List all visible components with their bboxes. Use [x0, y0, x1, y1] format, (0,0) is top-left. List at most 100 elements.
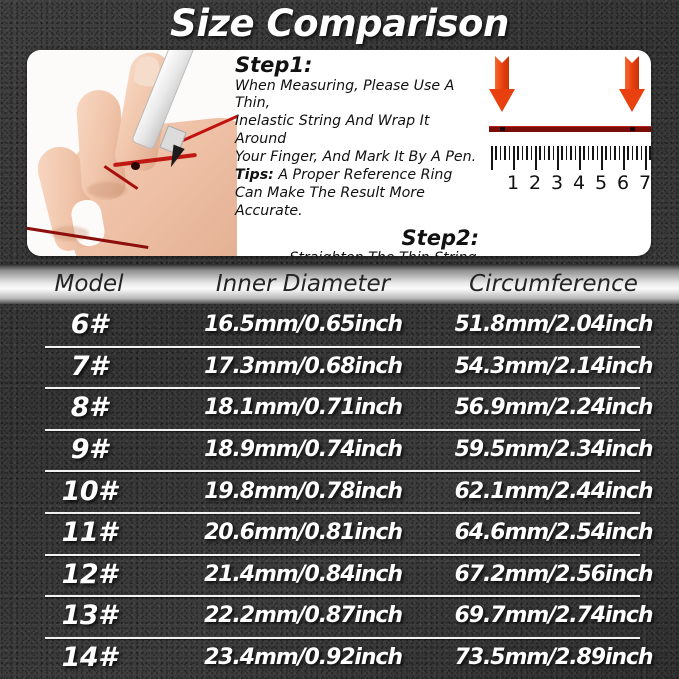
instruction-text-block: Step1: When Measuring, Please Use A Thin…: [235, 53, 481, 256]
cell-model: 7#: [70, 350, 108, 382]
tips-label: Tips:: [235, 166, 274, 183]
ruler-tick-minor: [609, 146, 612, 160]
ruler-tick-minor: [618, 146, 621, 160]
tips-text-1: A Proper Reference Ring: [273, 166, 453, 183]
cell-inner-diameter: 17.3mm/0.68inch: [204, 353, 403, 379]
table-row: 7# 17.3mm/0.68inch 54.3mm/2.14inch: [0, 345, 679, 388]
column-header-circumference: Circumference: [469, 271, 638, 297]
ruler-tick-minor: [631, 146, 634, 160]
cell-circumference: 64.6mm/2.54inch: [454, 520, 654, 546]
cell-inner-diameter: 19.8mm/0.78inch: [204, 478, 403, 504]
step1-line-1: When Measuring, Please Use A Thin,: [235, 77, 455, 112]
hand-measuring-illustration: [27, 50, 237, 256]
ruler-tick-major: [513, 146, 515, 170]
cell-circumference: 56.9mm/2.24inch: [454, 395, 654, 421]
ruler-tick-minor: [592, 146, 594, 160]
table-row: 12# 21.4mm/0.84inch 67.2mm/2.56inch: [0, 553, 679, 596]
ruler-tick-minor: [526, 146, 528, 160]
table-row: 10# 19.8mm/0.78inch 62.1mm/2.44inch: [0, 470, 679, 512]
down-arrow-icon-right: [619, 56, 645, 112]
measure-endpoint-right: [630, 127, 635, 131]
cell-inner-diameter: 20.6mm/0.81inch: [204, 520, 403, 546]
ruler-tick-minor: [570, 146, 572, 160]
table-row: 8# 18.1mm/0.71inch 56.9mm/2.24inch: [0, 387, 679, 429]
ruler-tick-minor: [636, 146, 638, 160]
ruler-tick-minor: [539, 146, 541, 160]
ruler-tick-minor: [649, 146, 651, 160]
ruler-tick-major: [557, 146, 559, 170]
table-row: 6# 16.5mm/0.65inch 51.8mm/2.04inch: [0, 304, 679, 346]
step1-line-2: Inelastic String And Wrap It Around: [235, 113, 430, 148]
ruler-tick-major: [645, 146, 647, 170]
ruler-tick-minor: [640, 146, 643, 160]
ruler-tick-minor: [565, 146, 568, 160]
size-table-body: 6# 16.5mm/0.65inch 51.8mm/2.04inch 7# 17.3mm…: [0, 304, 679, 678]
cell-circumference: 73.5mm/2.89inch: [454, 645, 654, 671]
ruler-number: 1: [506, 172, 520, 194]
down-arrow-icon-left: [489, 56, 515, 112]
table-row: 13# 22.2mm/0.87inch 69.7mm/2.74inch: [0, 595, 679, 637]
cell-model: 12#: [61, 558, 117, 590]
ruler-tick-minor: [605, 146, 607, 160]
ruler-tick-major: [491, 146, 493, 170]
column-header-inner-diameter: Inner Diameter: [215, 271, 391, 297]
cell-model: 14#: [61, 642, 117, 674]
instruction-panel: Step1: When Measuring, Please Use A Thin…: [27, 50, 651, 256]
ruler-tick-minor: [508, 146, 511, 160]
measured-string-line: [489, 126, 651, 132]
ruler-tick-minor: [543, 146, 546, 160]
cell-model: 6#: [70, 309, 108, 341]
ruler-tick-minor: [552, 146, 555, 160]
ruler-tick-minor: [517, 146, 519, 160]
cell-inner-diameter: 23.4mm/0.92inch: [204, 645, 403, 671]
cell-model: 10#: [61, 475, 117, 507]
ruler-tick-minor: [548, 146, 550, 160]
cell-inner-diameter: 16.5mm/0.65inch: [204, 312, 403, 338]
ruler-tick-minor: [504, 146, 506, 160]
ruler-number: 4: [572, 172, 586, 194]
ruler-tick-minor: [495, 146, 497, 160]
step1-tips-line-2: Can Make The Result More Accurate.: [235, 184, 425, 219]
cell-circumference: 69.7mm/2.74inch: [454, 603, 654, 629]
cell-circumference: 59.5mm/2.34inch: [454, 437, 654, 463]
cell-inner-diameter: 18.1mm/0.71inch: [204, 395, 403, 421]
cell-model: 8#: [70, 392, 108, 424]
step1-line-3: Your Finger, And Mark It By A Pen.: [235, 149, 477, 166]
step1-tips-line-1: Tips: A Proper Reference Ring: [235, 167, 481, 185]
ruler-tick-minor: [627, 146, 629, 160]
ruler-tick-minor: [561, 146, 563, 160]
cell-model: 13#: [61, 600, 117, 632]
ruler-number: 3: [550, 172, 564, 194]
cell-circumference: 54.3mm/2.14inch: [454, 353, 654, 379]
cell-circumference: 67.2mm/2.56inch: [454, 561, 654, 587]
measure-endpoint-left: [500, 127, 505, 131]
ruler-tick-minor: [587, 146, 590, 160]
ruler-tick-major: [579, 146, 581, 170]
pen-mark-dot: [131, 162, 140, 170]
cell-circumference: 51.8mm/2.04inch: [454, 312, 654, 338]
step1-heading: Step1:: [235, 53, 313, 77]
ruler-tick-minor: [521, 146, 524, 160]
column-header-model: Model: [54, 271, 124, 297]
ruler-tick-minor: [574, 146, 577, 160]
step2-line-1: Straighten The Thin String, Measure: [235, 250, 481, 256]
table-row: 9# 18.9mm/0.74inch 59.5mm/2.34inch: [0, 428, 679, 471]
table-header-bar: Model Inner Diameter Circumference: [0, 264, 679, 304]
cell-inner-diameter: 22.2mm/0.87inch: [204, 603, 403, 629]
ruler-tick-minor: [596, 146, 599, 160]
step2-heading: Step2:: [401, 225, 479, 250]
table-row: 14# 23.4mm/0.92inch 73.5mm/2.89inch: [0, 636, 679, 679]
ruler-number: 2: [528, 172, 542, 194]
ruler-tick-minor: [530, 146, 533, 160]
ruler-tick-major: [535, 146, 537, 170]
ruler-tick-minor: [499, 146, 502, 160]
ruler-number: 7: [638, 172, 651, 194]
cell-model: 9#: [70, 434, 108, 466]
cell-inner-diameter: 18.9mm/0.74inch: [204, 437, 403, 463]
ruler-tick-major: [623, 146, 625, 170]
page-title: Size Comparison: [170, 2, 509, 45]
ruler-number: 6: [616, 172, 630, 194]
